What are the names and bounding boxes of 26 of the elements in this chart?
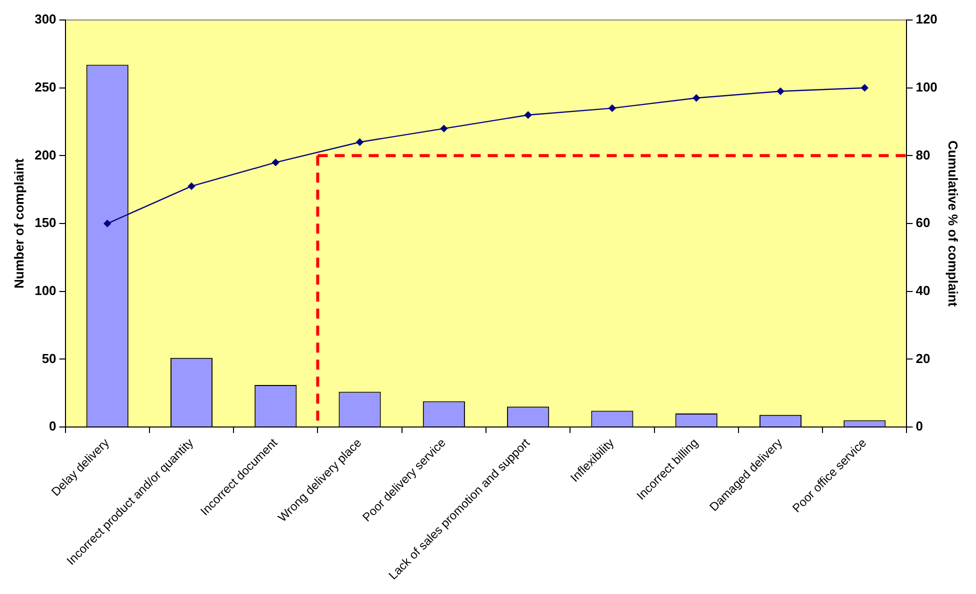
y2-tick-label: 80 [916,147,930,162]
y2-tick-label: 40 [916,282,930,298]
point [440,124,448,132]
y-tick-label: 250 [34,79,56,94]
point [356,138,364,146]
point [692,94,700,102]
point [188,182,196,190]
y2-tick-label: 60 [916,215,930,230]
point [272,158,280,166]
point [776,88,784,95]
y-tick-label: 300 [34,12,56,27]
y-tick-label: 150 [34,215,56,230]
y2-tick-label: 120 [916,12,938,27]
point [104,220,111,228]
y-tick-label: 0 [49,418,56,434]
y2-tick-label: 20 [916,350,930,366]
point [861,84,868,92]
y2-tick-label: 100 [916,79,938,94]
y-tick-label: 100 [34,282,56,298]
point [608,104,616,112]
y2-axis-title: Cumulative % of complaint [946,140,961,308]
y-tick-label: 200 [34,147,56,162]
y2-tick-label: 0 [916,418,923,434]
point [524,111,532,119]
y-tick-label: 50 [42,350,56,366]
y-axis-title: Number of complaint [11,158,26,289]
